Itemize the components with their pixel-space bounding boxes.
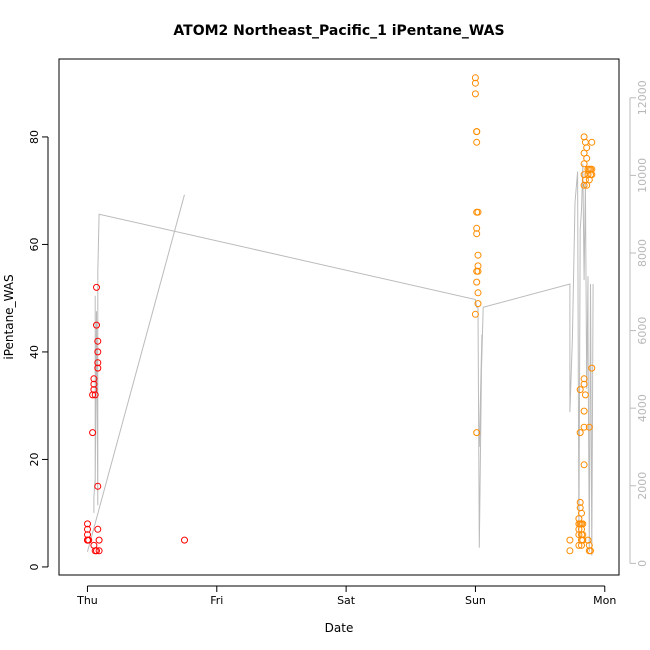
data-point <box>94 525 102 533</box>
data-point <box>575 541 583 549</box>
x-tick-label: Thu <box>76 594 98 607</box>
data-point <box>576 429 584 437</box>
data-point <box>583 144 591 152</box>
y2-tick-label: 0 <box>636 560 649 567</box>
data-point <box>473 138 481 146</box>
data-point <box>95 547 103 555</box>
data-point <box>580 375 588 383</box>
plot-frame <box>58 58 620 576</box>
data-point <box>580 461 588 469</box>
data-point <box>588 364 596 372</box>
data-point <box>576 498 584 506</box>
data-point <box>93 547 100 555</box>
y2-tick-label: 2000 <box>636 472 649 500</box>
data-point <box>588 138 596 146</box>
data-point <box>473 278 481 286</box>
data-point <box>575 531 583 539</box>
data-point <box>585 423 593 431</box>
data-point <box>566 536 574 544</box>
data-point <box>575 525 583 533</box>
y2-tick-label: 6000 <box>636 317 649 345</box>
data-point <box>583 154 591 162</box>
data-point <box>581 391 589 399</box>
data-point <box>587 547 594 555</box>
y-tick-label: 80 <box>28 130 41 144</box>
altitude-trace-layer <box>86 163 594 556</box>
y-tick-label: 40 <box>28 345 41 359</box>
data-point <box>90 380 98 388</box>
data-point <box>91 391 99 399</box>
data-point <box>588 165 596 173</box>
data-point <box>93 321 100 329</box>
data-point <box>474 208 482 216</box>
x-tick-label: Sun <box>465 594 486 607</box>
data-point <box>474 300 482 308</box>
data-point <box>95 536 103 544</box>
data-point <box>94 359 102 367</box>
chart-title: ATOM2 Northeast_Pacific_1 iPentane_WAS <box>173 23 504 39</box>
data-point <box>471 74 479 82</box>
data-point <box>84 525 91 533</box>
data-point <box>94 337 102 345</box>
altitude-trace-line <box>93 163 594 556</box>
data-point <box>471 79 479 87</box>
data-point <box>473 230 481 238</box>
data-point <box>93 283 100 291</box>
data-point <box>580 160 588 168</box>
data-point <box>580 407 588 415</box>
data-points-layer <box>84 74 596 555</box>
data-point <box>473 128 481 136</box>
y-tick-label: 20 <box>28 452 41 466</box>
y2-tick-label: 4000 <box>636 394 649 422</box>
data-point <box>566 547 574 555</box>
data-point <box>580 380 588 388</box>
data-point <box>94 482 102 490</box>
data-point <box>94 348 102 356</box>
data-point <box>471 90 479 98</box>
data-point <box>580 423 588 431</box>
x-tick-label: Sat <box>337 594 356 607</box>
y2-tick-label: 8000 <box>636 239 649 267</box>
x-tick-label: Mon <box>593 594 616 607</box>
data-point <box>89 429 97 437</box>
data-point <box>84 520 91 528</box>
x-tick-label: Fri <box>210 594 223 607</box>
data-point <box>578 541 585 549</box>
data-point <box>473 429 481 437</box>
data-point <box>90 375 98 383</box>
data-point <box>181 536 188 544</box>
data-point <box>471 310 479 318</box>
axes-layer: 0 20 40 60 80 0 2000 4000 6000 8000 10000 12000 Thu F… <box>28 80 649 607</box>
data-point <box>578 509 585 517</box>
data-point <box>474 289 482 297</box>
x-axis-label: Date <box>325 621 354 635</box>
data-point <box>576 386 584 394</box>
y-axis-label: iPentane_WAS <box>2 274 16 359</box>
data-point <box>85 536 93 544</box>
y2-tick-label: 10000 <box>636 158 649 193</box>
data-point <box>94 364 102 372</box>
data-point <box>583 181 591 189</box>
data-point <box>474 267 482 275</box>
data-point <box>588 171 596 179</box>
data-point <box>474 251 482 259</box>
y2-tick-label: 12000 <box>636 80 649 115</box>
y-tick-label: 0 <box>28 563 41 570</box>
y-tick-label: 60 <box>28 237 41 251</box>
data-point <box>473 224 481 232</box>
altitude-trace-segment <box>86 194 185 552</box>
